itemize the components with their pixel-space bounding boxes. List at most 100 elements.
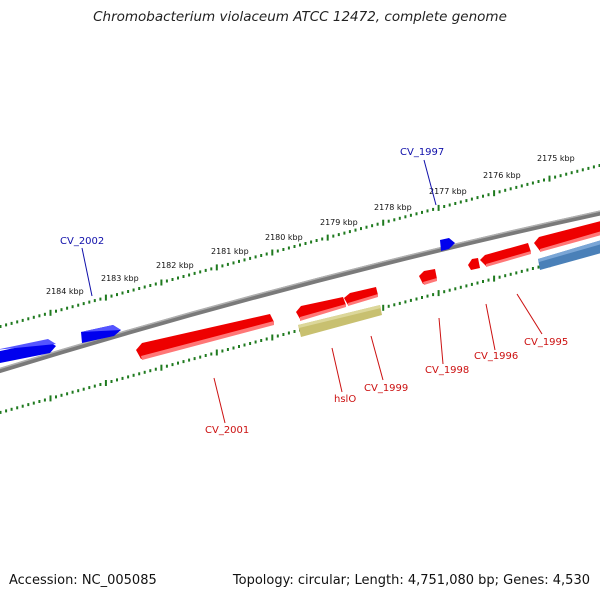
inner-track-tick bbox=[21, 404, 24, 408]
outer-track-tick bbox=[531, 181, 534, 185]
outer-track-tick bbox=[304, 242, 307, 245]
outer-track-tick bbox=[548, 175, 551, 182]
inner-track-tick bbox=[504, 274, 507, 278]
outer-track-tick bbox=[204, 268, 207, 272]
inner-track-tick bbox=[32, 401, 35, 405]
label-cv1999[interactable]: CV_1999 bbox=[364, 383, 408, 394]
inner-track-tick bbox=[82, 387, 85, 391]
topology-text: Topology: circular; Length: 4,751,080 bp… bbox=[232, 573, 590, 588]
outer-track-tick bbox=[165, 279, 168, 283]
outer-track-tick bbox=[421, 210, 423, 214]
inner-track-tick bbox=[60, 393, 63, 397]
inner-track-tick bbox=[116, 378, 118, 382]
label-hslo[interactable]: hslO bbox=[334, 394, 356, 405]
gene-cv2001[interactable] bbox=[136, 314, 274, 360]
outer-track-tick bbox=[199, 270, 202, 274]
inner-track-tick bbox=[432, 293, 435, 297]
inner-track-tick bbox=[409, 298, 412, 302]
leader-cv2001 bbox=[213, 377, 226, 424]
inner-track-tick bbox=[426, 294, 429, 298]
outer-track-tick bbox=[382, 219, 385, 226]
inner-track-tick bbox=[149, 369, 152, 373]
inner-track-tick bbox=[271, 334, 274, 341]
outer-track-tick bbox=[138, 287, 141, 290]
outer-track-tick bbox=[276, 249, 279, 253]
gene-cv1999-red[interactable] bbox=[344, 287, 378, 306]
scale-label-2179: 2179 kbp bbox=[320, 218, 358, 227]
label-cv1998[interactable]: CV_1998 bbox=[425, 365, 469, 376]
label-cv1997[interactable]: CV_1997 bbox=[400, 147, 444, 158]
outer-track-tick bbox=[60, 308, 63, 312]
outer-track-tick bbox=[315, 239, 318, 242]
inner-track-tick bbox=[287, 331, 290, 335]
gene-left-edge[interactable] bbox=[0, 339, 56, 364]
outer-track-tick bbox=[27, 317, 30, 321]
inner-track-tick bbox=[238, 345, 240, 348]
inner-track-tick bbox=[127, 375, 130, 379]
gene-cv2002[interactable] bbox=[81, 325, 121, 343]
inner-track-tick bbox=[177, 361, 179, 365]
inner-track-tick bbox=[398, 301, 401, 305]
inner-track-tick bbox=[215, 349, 218, 356]
outer-track-tick bbox=[576, 169, 579, 173]
inner-track-tick bbox=[49, 395, 52, 402]
outer-track-tick bbox=[398, 216, 401, 220]
outer-track-tick bbox=[71, 305, 74, 309]
outer-track-tick bbox=[570, 171, 573, 175]
inner-track-tick bbox=[415, 297, 418, 301]
outer-track-tick bbox=[0, 325, 2, 328]
inner-track-tick bbox=[498, 275, 501, 279]
inner-track-tick bbox=[154, 367, 157, 371]
inner-track-tick bbox=[71, 390, 74, 394]
outer-track-tick bbox=[554, 175, 557, 179]
outer-track-tick bbox=[232, 261, 235, 265]
gene-cv1996-small[interactable] bbox=[468, 258, 480, 270]
outer-track-tick bbox=[55, 309, 57, 313]
outer-track-tick bbox=[88, 300, 91, 304]
gene-blue-reverse[interactable] bbox=[538, 239, 600, 270]
accession-text: Accession: NC_005085 bbox=[9, 573, 157, 588]
inner-track-tick bbox=[193, 357, 196, 361]
scale-label-2176: 2176 kbp bbox=[483, 171, 521, 180]
outer-track-tick bbox=[443, 205, 446, 208]
gene-hslo[interactable] bbox=[296, 297, 346, 321]
label-cv1995[interactable]: CV_1995 bbox=[524, 337, 568, 348]
outer-track-tick bbox=[404, 215, 407, 219]
outer-track-tick bbox=[509, 187, 512, 191]
scale-label-2178: 2178 kbp bbox=[374, 203, 412, 212]
outer-track-tick bbox=[543, 178, 545, 182]
inner-track-tick bbox=[443, 290, 446, 294]
inner-track-tick bbox=[204, 354, 207, 357]
outer-track-tick bbox=[116, 293, 118, 297]
inner-track-tick bbox=[465, 284, 468, 288]
gene-pseudo[interactable] bbox=[298, 305, 382, 337]
inner-track-tick bbox=[243, 343, 246, 347]
inner-track-tick bbox=[470, 282, 473, 286]
inner-track-tick bbox=[43, 398, 46, 402]
outer-track-tick bbox=[581, 168, 584, 172]
outer-track-tick bbox=[66, 306, 69, 310]
gene-cv1996[interactable] bbox=[480, 243, 531, 267]
gene-cv1998[interactable] bbox=[419, 269, 437, 285]
inner-track-tick bbox=[404, 300, 407, 304]
inner-track-tick bbox=[77, 389, 80, 393]
inner-track-tick bbox=[232, 346, 235, 350]
outer-track-tick bbox=[16, 320, 19, 324]
outer-track-tick bbox=[337, 233, 340, 237]
outer-track-tick bbox=[171, 278, 174, 281]
scale-label-2177: 2177 kbp bbox=[429, 187, 467, 196]
inner-track-tick bbox=[88, 386, 91, 390]
outer-track-tick bbox=[77, 303, 80, 307]
inner-track-tick bbox=[27, 403, 30, 407]
inner-track-tick bbox=[482, 280, 484, 283]
inner-track-tick bbox=[454, 287, 457, 291]
scale-label-2183: 2183 kbp bbox=[101, 274, 139, 283]
label-cv2001[interactable]: CV_2001 bbox=[205, 425, 249, 436]
scale-label-2184: 2184 kbp bbox=[46, 287, 84, 296]
outer-track-tick bbox=[310, 240, 313, 244]
label-cv1996[interactable]: CV_1996 bbox=[474, 351, 518, 362]
label-cv2002[interactable]: CV_2002 bbox=[60, 236, 104, 247]
gene-cv1995[interactable] bbox=[534, 220, 600, 252]
outer-track-tick bbox=[409, 213, 412, 217]
gene-cv1997[interactable] bbox=[440, 238, 455, 251]
